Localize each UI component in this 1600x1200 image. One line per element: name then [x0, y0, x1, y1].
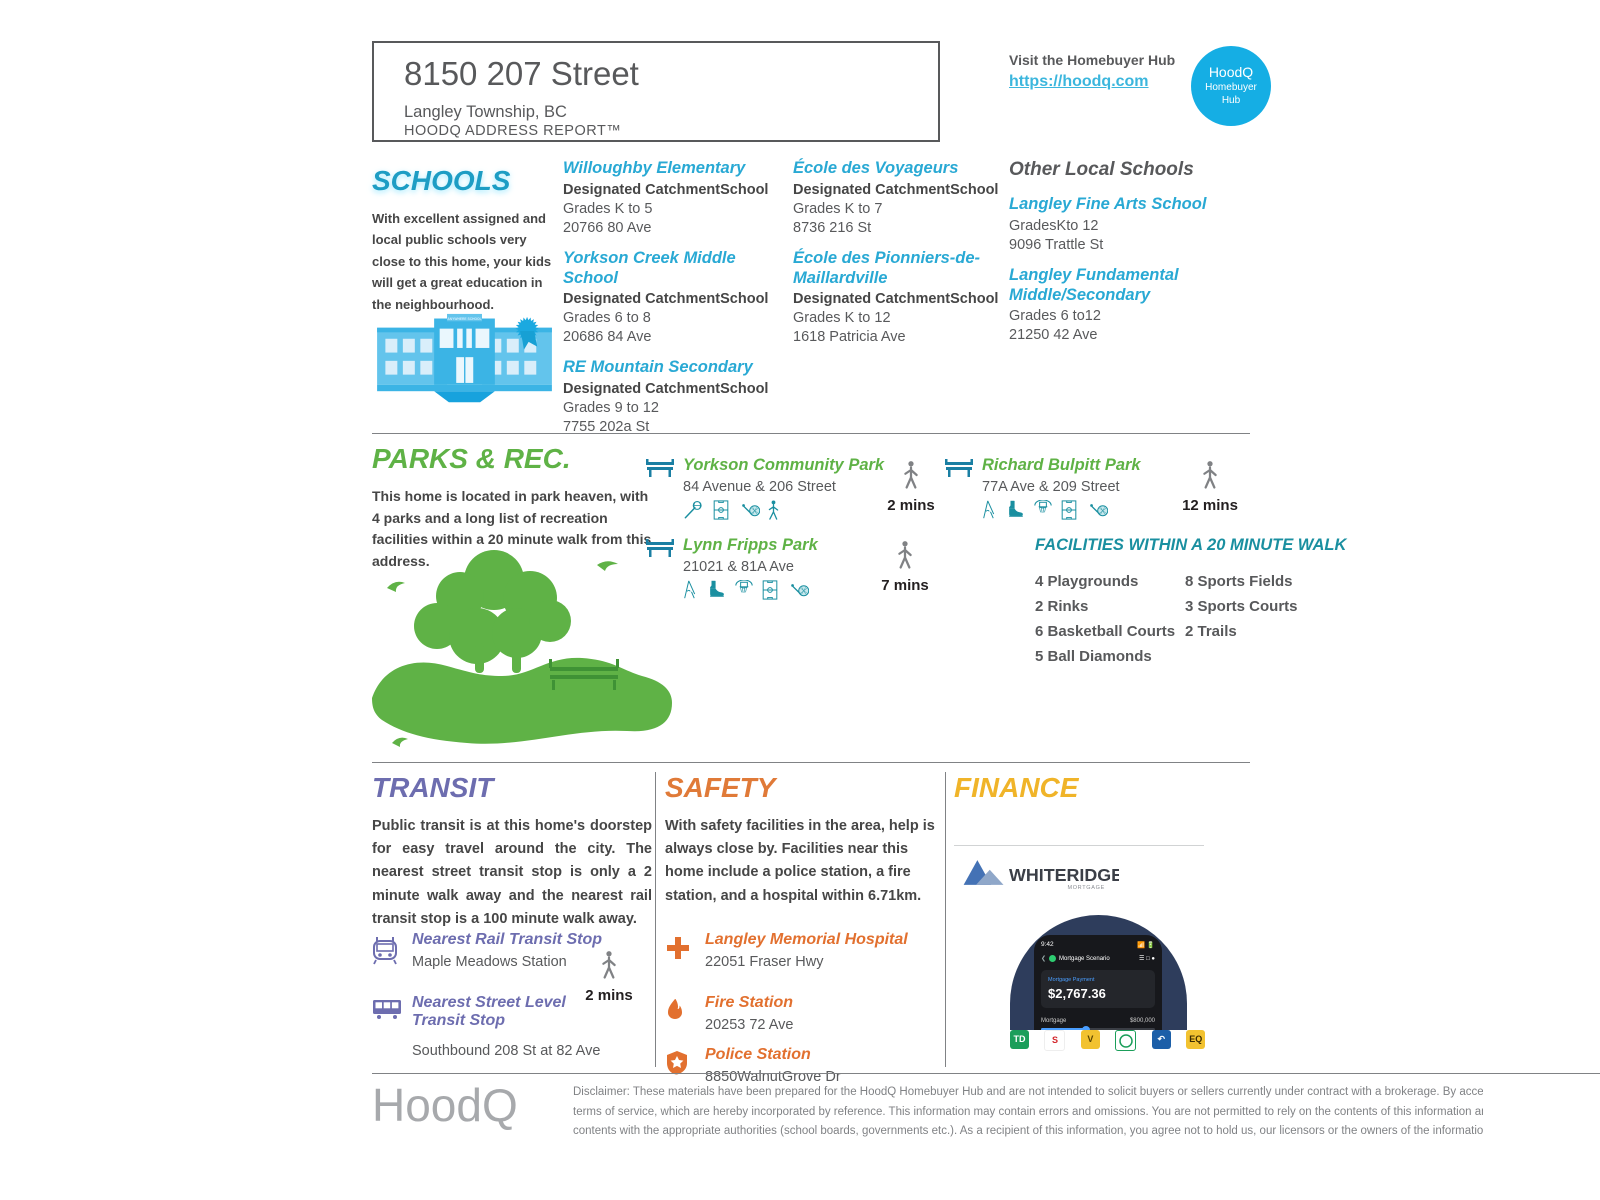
svg-text:ANYWHERE SCHOOL: ANYWHERE SCHOOL	[447, 317, 481, 321]
svg-text:MORTGAGE: MORTGAGE	[1067, 885, 1105, 891]
svg-text:WHITERIDGE: WHITERIDGE	[1009, 865, 1119, 885]
